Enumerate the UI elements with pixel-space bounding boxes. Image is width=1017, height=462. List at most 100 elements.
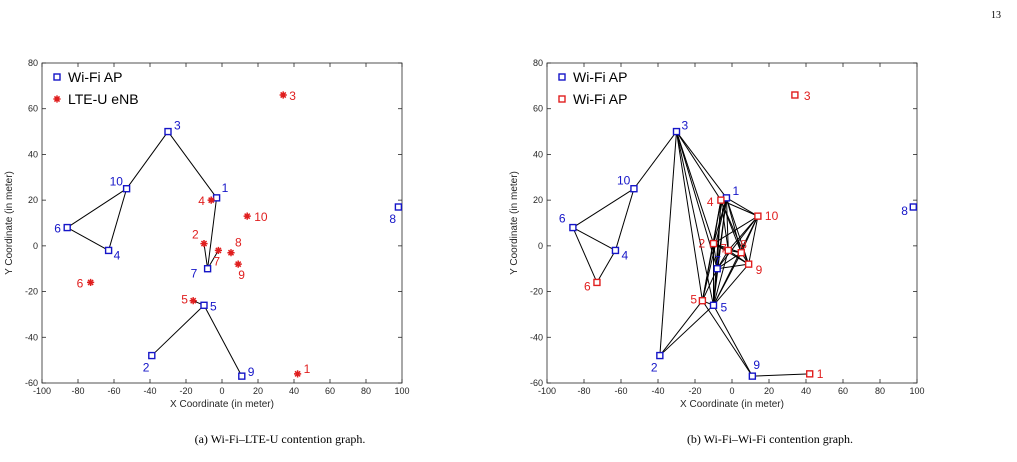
node-marker-blue xyxy=(569,223,577,232)
node-marker-blue xyxy=(630,185,638,193)
y-tick-label: 80 xyxy=(533,58,543,68)
node-label-red: 8 xyxy=(235,236,242,250)
node-marker-blue xyxy=(238,372,246,380)
y-tick-label: -40 xyxy=(530,332,543,342)
node-marker-red xyxy=(717,196,725,204)
node-marker-red xyxy=(207,196,215,204)
node-label-red: 5 xyxy=(181,293,188,307)
contention-edge xyxy=(676,131,727,199)
x-tick-label: 100 xyxy=(394,386,409,396)
node-label-blue: 9 xyxy=(248,365,255,379)
node-marker-red xyxy=(87,278,95,287)
node-marker-red xyxy=(189,297,197,305)
contention-edge xyxy=(701,300,753,377)
node-label-blue: 2 xyxy=(651,361,658,375)
chart-wifi-wifi-contention: -100 -80 -60 -40 -20 0 20 40 60 80 100 -60 -40 -20 0 20… xyxy=(509,58,925,410)
contention-edge xyxy=(726,197,759,217)
node-marker-blue xyxy=(394,203,403,211)
node-marker-blue xyxy=(748,372,757,380)
node-label-blue: 4 xyxy=(621,248,628,262)
node-label-red: 4 xyxy=(198,194,205,208)
contention-edge xyxy=(713,243,718,269)
y-tick-label: 0 xyxy=(538,241,543,251)
contention-edge xyxy=(713,200,722,306)
contention-edge xyxy=(572,227,616,251)
y-tick-label: -60 xyxy=(530,378,543,388)
legend-marker xyxy=(558,73,566,81)
x-tick-label: 80 xyxy=(875,386,885,396)
node-label-red: 2 xyxy=(192,228,199,242)
node-marker-red xyxy=(200,239,208,248)
contention-edge xyxy=(752,373,810,377)
y-tick-label: 0 xyxy=(33,241,38,251)
contention-edges xyxy=(572,131,810,377)
contention-edge xyxy=(676,131,722,201)
x-tick-label: 40 xyxy=(801,386,811,396)
node-marker-red xyxy=(791,91,799,99)
node-label-red: 4 xyxy=(707,195,714,209)
node-label-blue: 6 xyxy=(54,222,61,236)
y-tick-label: -60 xyxy=(25,378,38,388)
legend-label: LTE-U eNB xyxy=(68,91,139,107)
y-axis-label: Y Coordinate (in meter) xyxy=(4,171,15,275)
node-label-blue: 1 xyxy=(732,184,739,198)
chart-wifi-lte-contention: -100 -80 -60 -40 -20 0 20 40 60 80 100 -60 -40 -20 0 20… xyxy=(4,58,410,410)
node-marker-red xyxy=(279,91,287,99)
node-label-blue: 3 xyxy=(174,119,181,133)
node-marker-red xyxy=(214,246,222,255)
x-tick-label: -20 xyxy=(179,386,192,396)
x-tick-label: 100 xyxy=(909,386,924,396)
y-tick-label: 40 xyxy=(533,149,543,159)
node-label-blue: 9 xyxy=(753,358,760,372)
x-tick-label: -20 xyxy=(688,386,701,396)
node-marker-blue xyxy=(611,246,620,255)
node-marker-blue xyxy=(203,265,212,273)
node-marker-red xyxy=(709,239,718,248)
node-label-red: 6 xyxy=(77,276,84,290)
node-marker-red xyxy=(294,370,302,378)
x-tick-label: 60 xyxy=(325,386,335,396)
x-tick-label: -80 xyxy=(577,386,590,396)
node-label-red: 10 xyxy=(765,209,779,223)
x-tick-label: -60 xyxy=(107,386,120,396)
node-label-blue: 5 xyxy=(721,300,728,314)
y-tick-label: -20 xyxy=(25,287,38,297)
node-label-red: 6 xyxy=(584,279,591,293)
node-label-blue: 5 xyxy=(210,299,217,313)
node-label-blue: 3 xyxy=(682,119,689,133)
contention-edge xyxy=(659,300,703,356)
node-label-red: 3 xyxy=(289,89,296,103)
node-marker-blue xyxy=(656,351,664,360)
node-marker-red xyxy=(744,260,753,268)
node-marker-red xyxy=(806,370,814,378)
legend: Wi-Fi AP Wi-Fi AP xyxy=(558,69,627,107)
y-tick-label: -40 xyxy=(25,332,38,342)
contention-edge xyxy=(572,188,635,228)
plot-area xyxy=(41,62,403,384)
contention-edge xyxy=(207,197,218,269)
contention-edge xyxy=(676,131,714,244)
x-tick-label: 20 xyxy=(253,386,263,396)
node-marker-blue xyxy=(63,223,71,232)
contention-edge xyxy=(701,243,714,301)
node-label-red: 9 xyxy=(756,263,763,277)
contention-edge xyxy=(676,131,703,301)
x-tick-label: -40 xyxy=(143,386,156,396)
node-marker-blue xyxy=(104,246,113,255)
x-axis-label: X Coordinate (in meter) xyxy=(680,399,784,410)
legend-label: Wi-Fi AP xyxy=(68,69,122,85)
contention-edge xyxy=(203,243,209,269)
legend-marker xyxy=(53,95,61,103)
x-tick-label: 60 xyxy=(838,386,848,396)
node-label-red: 3 xyxy=(804,89,811,103)
x-tick-label: -100 xyxy=(33,386,51,396)
contention-edge xyxy=(633,131,677,190)
node-label-blue: 10 xyxy=(617,174,631,188)
contention-edge xyxy=(717,263,749,270)
node-marker-blue xyxy=(148,351,156,360)
contention-edge xyxy=(716,252,742,270)
node-label-red: 7 xyxy=(213,254,220,268)
node-label-red: 7 xyxy=(720,241,727,255)
